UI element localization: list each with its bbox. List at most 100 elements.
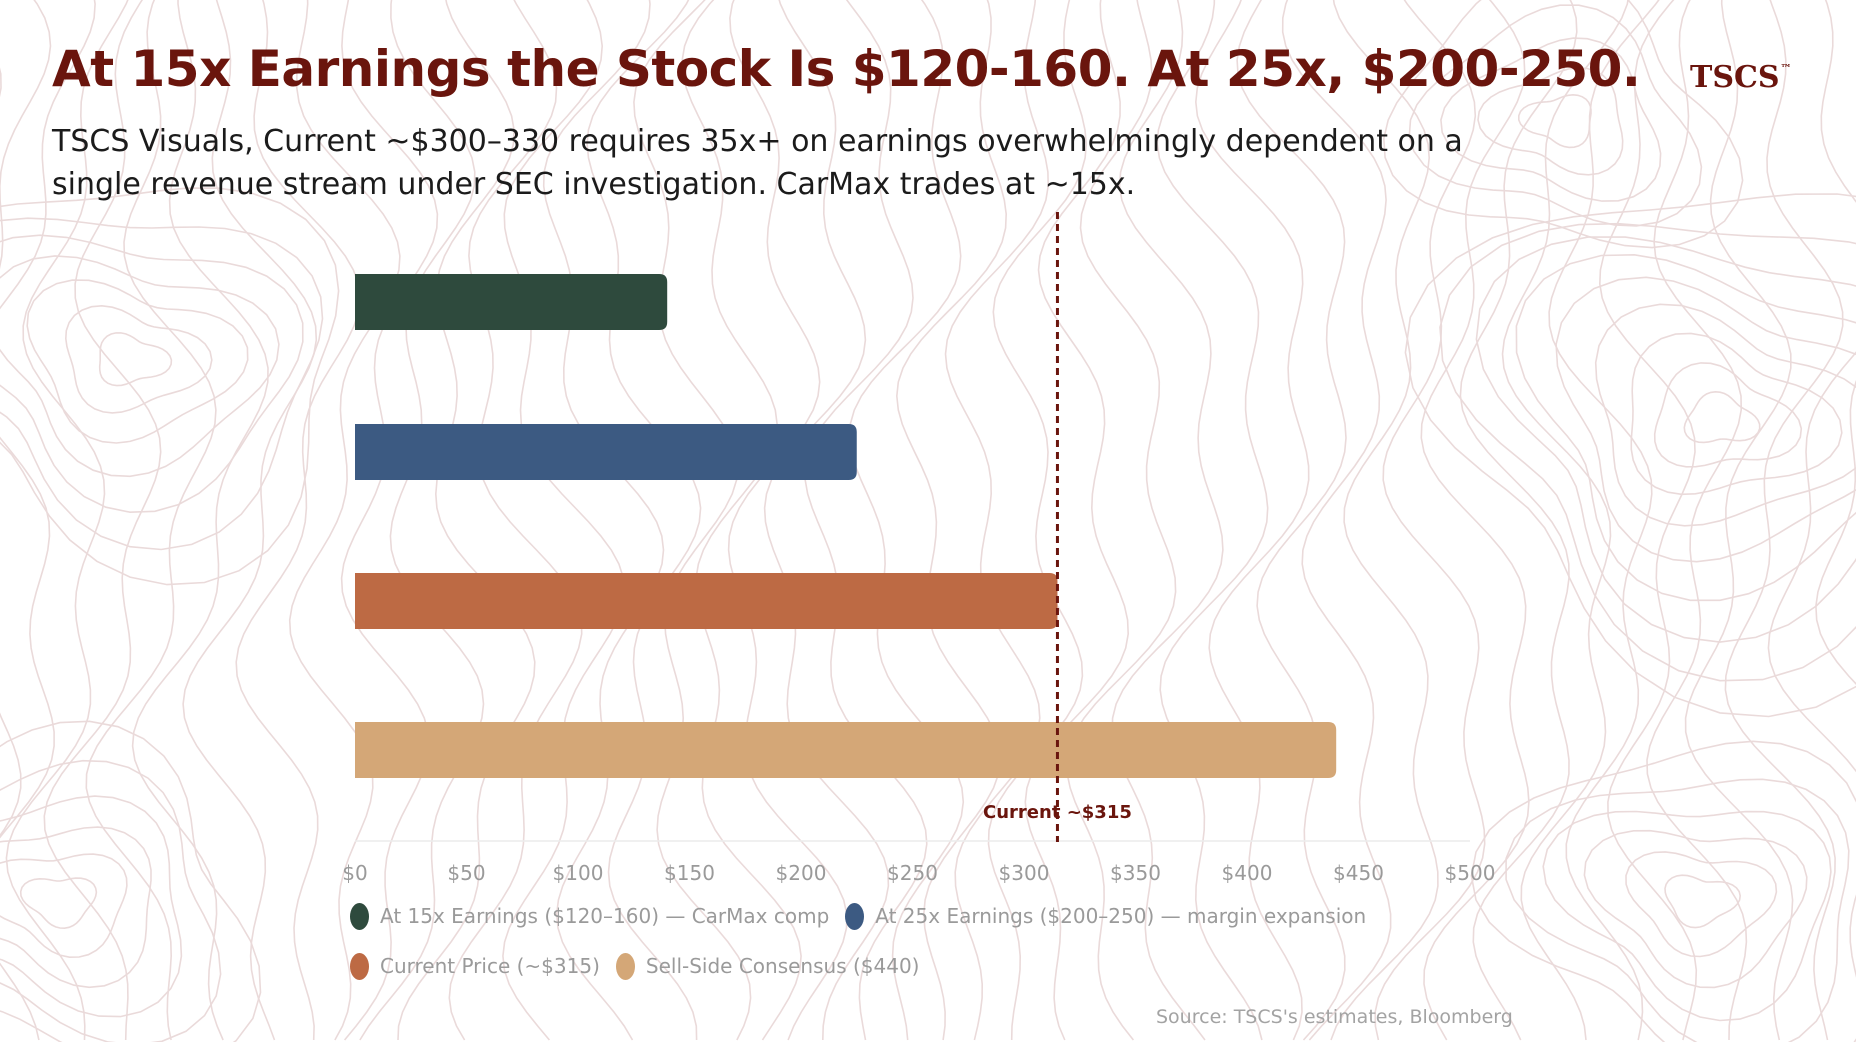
contour-line [0, 0, 96, 1041]
contour-line [1420, 0, 1530, 1041]
contour-line [804, 0, 928, 1041]
bar-3 [355, 573, 1058, 629]
contour-ring [0, 217, 324, 551]
legend-label: Sell-Side Consensus ($440) [645, 954, 920, 978]
legend-item-1: At 15x Earnings ($120–160) — CarMax comp [350, 902, 830, 930]
contour-line [340, 0, 439, 1041]
contour-line [586, 0, 702, 1041]
contour-line [1598, 0, 1698, 1041]
contour-line [848, 0, 965, 1041]
legend-swatch-icon [350, 902, 369, 930]
contour-ring [1404, 193, 1856, 718]
contour-ring [64, 304, 213, 414]
x-tick-label: $50 [447, 861, 485, 885]
contour-line [448, 0, 583, 1041]
contour-ring [0, 187, 340, 586]
contour-ring [1594, 303, 1856, 527]
legend-item-4: Sell-Side Consensus ($440) [615, 952, 920, 980]
contour-ring [1477, 67, 1624, 176]
contour-line [1281, 0, 1392, 1041]
contour-ring [0, 720, 262, 1042]
page-title: At 15x Earnings the Stock Is $120-160. A… [52, 40, 1641, 98]
contour-ring [0, 255, 280, 478]
contour-line [5, 0, 129, 1041]
contour-line [763, 0, 890, 1041]
x-axis: $0 $50 $100 $150 $200 $250 $300 $350 $400 $450 $50… [342, 840, 1496, 885]
contour-line [502, 0, 626, 1041]
legend-swatch-icon [845, 902, 865, 930]
contour-ring [1470, 740, 1856, 1042]
contour-line [0, 0, 52, 837]
contour-ring [1515, 253, 1856, 602]
brand-name: TSCS [1690, 60, 1780, 95]
legend: At 15x Earnings ($120–160) — CarMax comp… [350, 902, 1450, 980]
contour-line [1548, 0, 1660, 1041]
contour-ring [1382, 0, 1744, 249]
contour-ring [19, 877, 98, 930]
legend-swatch-icon [615, 952, 635, 980]
contour-ring [1475, 236, 1856, 643]
contour-ring [1653, 362, 1803, 468]
legend-label: Current Price (~$315) [380, 954, 600, 978]
contour-line [397, 0, 536, 1041]
contour-ring [1440, 37, 1662, 202]
contour-line [85, 0, 217, 1041]
contour-ring [1439, 222, 1856, 682]
contour-line [1236, 0, 1347, 1041]
reference-line-label: Current ~$315 [983, 802, 1132, 823]
contour-ring [98, 332, 173, 387]
x-tick-label: $450 [1333, 861, 1384, 885]
contour-ring [1518, 93, 1592, 149]
x-tick-label: $300 [999, 861, 1050, 885]
contour-line [43, 0, 162, 1041]
legend-swatch-icon [350, 952, 369, 980]
contour-ring [1583, 829, 1808, 989]
brand-logo: TSCS™ [1690, 60, 1792, 95]
contour-ring [1542, 810, 1832, 1022]
source-note: Source: TSCS's estimates, Bloomberg [1156, 1006, 1513, 1028]
contour-ring [1555, 276, 1856, 563]
subtitle-line-2: single revenue stream under SEC investig… [52, 167, 1136, 202]
subtitle: TSCS Visuals, Current ~$300–330 requires… [52, 120, 1552, 206]
contour-line [1374, 0, 1486, 1041]
contour-ring [1505, 778, 1850, 1042]
contour-ring [1630, 332, 1843, 496]
contour-ring [0, 826, 152, 989]
contour-line [235, 0, 361, 1041]
legend-item-3: Current Price (~$315) [350, 952, 600, 980]
legend-item-2: At 25x Earnings ($200–250) — margin expa… [845, 902, 1366, 930]
x-tick-label: $500 [1445, 861, 1496, 885]
x-tick-label: $150 [664, 861, 715, 885]
bar-4 [355, 722, 1337, 778]
contour-line [681, 0, 802, 1041]
bar-2 [355, 424, 857, 480]
bar-1 [355, 274, 668, 330]
brand-trademark: ™ [1780, 62, 1792, 75]
contour-ring [0, 234, 304, 514]
contour-line [944, 0, 1050, 1041]
legend-label: At 15x Earnings ($120–160) — CarMax comp [380, 904, 830, 928]
contour-ring [26, 279, 249, 444]
contour-line [1815, 380, 1856, 686]
contour-ring [0, 759, 222, 1042]
reference-line-group: Current ~$315 [983, 212, 1132, 842]
contour-line [288, 0, 401, 1041]
contour-line [1646, 0, 1748, 1041]
x-tick-label: $200 [776, 861, 827, 885]
x-tick-label: $250 [887, 861, 938, 885]
x-tick-label: $350 [1110, 861, 1161, 885]
contour-line [895, 0, 1008, 1041]
contour-line [1330, 0, 1439, 1041]
bars-group [355, 274, 1337, 778]
contour-line [633, 0, 752, 1041]
contour-line [131, 0, 269, 1041]
contour-line [1501, 0, 1629, 1041]
x-tick-label: $400 [1222, 861, 1273, 885]
contour-line [1459, 0, 1578, 1041]
contour-ring [0, 795, 183, 1018]
contour-ring [1664, 874, 1742, 929]
contour-line [1111, 0, 1224, 1041]
contour-line [1684, 0, 1794, 1041]
